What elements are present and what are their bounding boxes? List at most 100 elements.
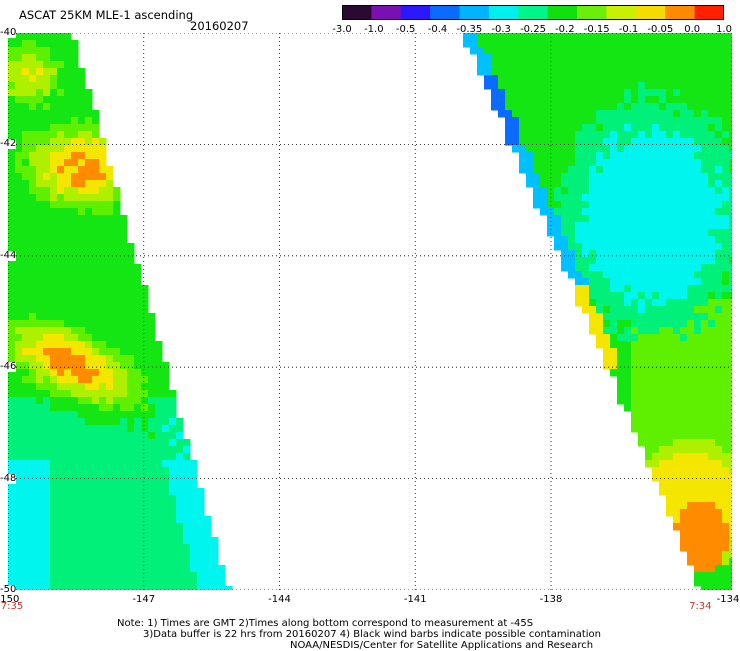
swath-cell [589,47,597,55]
swath-cell [99,502,107,510]
swath-cell [631,89,639,97]
swath-cell [29,257,37,265]
swath-cell [694,194,702,202]
swath-cell [127,306,135,314]
swath-cell [715,110,723,118]
swath-cell [617,327,625,335]
swath-cell [715,495,723,503]
swath-cell [659,334,667,342]
swath-cell [652,138,660,146]
swath-cell [22,481,30,489]
swath-cell [610,327,618,335]
swath-cell [64,523,72,531]
swath-cell [631,243,639,251]
swath-cell [120,334,128,342]
swath-cell [71,467,79,475]
swath-cell [554,61,562,69]
swath-cell [15,586,23,590]
swath-cell [85,264,93,272]
swath-cell [722,530,730,538]
swath-cell [50,551,58,559]
swath-cell [687,124,695,132]
swath-cell [148,334,156,342]
swath-cell [78,75,86,83]
swath-cell [498,47,506,55]
swath-cell [701,271,709,279]
swath-cell [127,250,135,258]
swath-cell [638,201,646,209]
swath-cell [64,418,72,426]
swath-cell [134,327,142,335]
swath-cell [134,285,142,293]
swath-cell [43,516,51,524]
swath-cell [106,355,114,363]
swath-cell [106,264,114,272]
swath-cell [645,187,653,195]
swath-cell [197,558,205,566]
swath-cell [106,572,114,580]
swath-cell [78,551,86,559]
swath-cell [673,152,681,160]
swath-cell [561,152,569,160]
swath-cell [15,320,23,328]
swath-cell [8,530,16,538]
swath-cell [36,327,44,335]
swath-cell [673,334,681,342]
swath-cell [561,264,569,272]
swath-cell [617,369,625,377]
swath-cell [50,362,58,370]
swath-cell [29,537,37,545]
swath-cell [64,495,72,503]
swath-cell [29,383,37,391]
swath-cell [680,327,688,335]
swath-cell [701,47,709,55]
swath-cell [617,334,625,342]
swath-cell [15,292,23,300]
swath-cell [29,68,37,76]
swath-cell [708,250,716,258]
swath-cell [57,446,65,454]
swath-cell [533,159,541,167]
swath-cell [694,320,702,328]
swath-cell [582,250,590,258]
swath-cell [694,530,702,538]
swath-cell [36,579,44,587]
swath-cell [120,565,128,573]
swath-cell [120,362,128,370]
swath-cell [687,341,695,349]
swath-cell [722,152,730,160]
swath-cell [92,271,100,279]
swath-cell [680,40,688,48]
swath-cell [113,509,121,517]
swath-cell [64,292,72,300]
swath-cell [15,544,23,552]
swath-cell [673,502,681,510]
swath-cell [701,320,709,328]
swath-cell [624,54,632,62]
swath-cell [673,369,681,377]
swath-cell [190,523,198,531]
swath-cell [582,152,590,160]
swath-cell [106,425,114,433]
latitude-tick-label: -50 [0,584,17,595]
swath-cell [673,418,681,426]
swath-cell [36,292,44,300]
swath-cell [64,117,72,125]
swath-cell [694,488,702,496]
swath-cell [64,47,72,55]
swath-cell [22,446,30,454]
swath-cell [57,537,65,545]
swath-cell [624,47,632,55]
swath-cell [631,306,639,314]
swath-cell [183,439,191,447]
swath-cell [141,306,149,314]
product-title: ASCAT 25KM MLE-1 ascending [19,8,194,22]
swath-cell [645,320,653,328]
swath-cell [687,481,695,489]
swath-cell [85,446,93,454]
swath-cell [22,47,30,55]
swath-cell [715,208,723,216]
swath-cell [687,369,695,377]
swath-cell [50,54,58,62]
swath-cell [134,355,142,363]
